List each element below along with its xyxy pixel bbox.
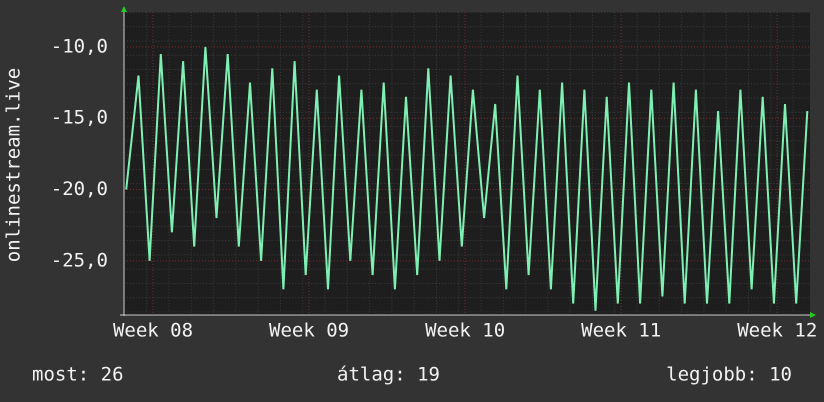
y-axis-label: onlinestream.live	[3, 68, 25, 262]
legend-average: átlag: 19	[337, 364, 440, 386]
legend-max: legjobb: 10	[666, 364, 792, 386]
x-tick-label: Week 09	[269, 320, 349, 342]
y-arrow	[121, 6, 127, 12]
y-tick-label: -10,0	[51, 35, 108, 57]
x-arrow	[810, 312, 816, 318]
y-tick-label: -15,0	[51, 107, 108, 129]
plot	[125, 46, 809, 311]
x-tick-label: Week 12	[737, 320, 817, 342]
x-tick-label: Week 11	[581, 320, 661, 342]
data-line	[125, 46, 809, 311]
grid	[124, 12, 810, 315]
legend-current: most: 26	[32, 364, 124, 386]
y-tick-label: -20,0	[51, 178, 108, 200]
x-tick-label: Week 08	[113, 320, 193, 342]
x-tick-label: Week 10	[425, 320, 505, 342]
y-tick-label: -25,0	[51, 249, 108, 271]
